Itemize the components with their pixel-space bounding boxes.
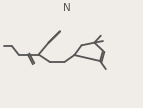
Text: N: N bbox=[63, 3, 70, 13]
